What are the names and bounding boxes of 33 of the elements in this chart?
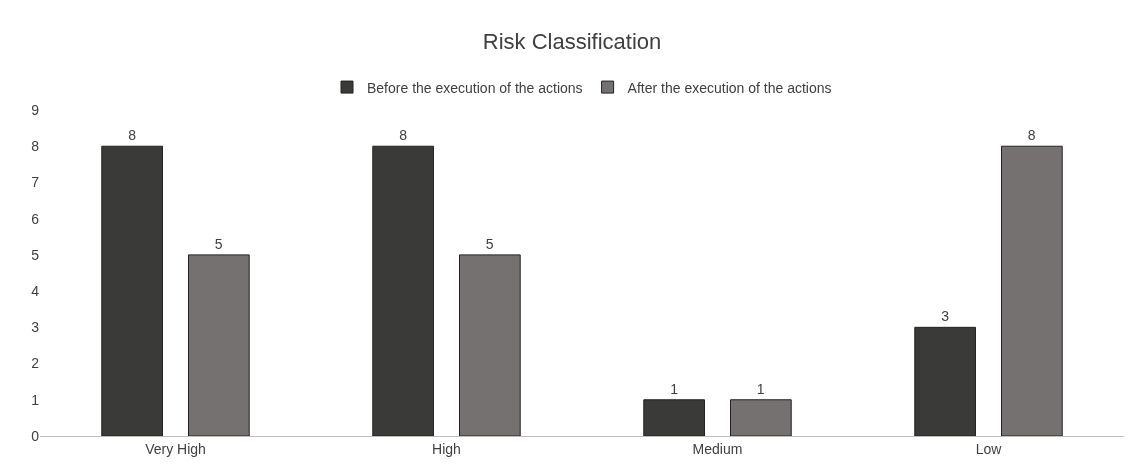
x-tick-label: Medium <box>692 440 743 457</box>
data-label: 8 <box>128 127 137 144</box>
y-tick-label: 3 <box>31 319 40 336</box>
x-tick-label: High <box>432 440 461 457</box>
y-tick-label: 6 <box>31 210 40 227</box>
bar <box>188 254 250 436</box>
legend-label: Before the execution of the actions <box>367 79 583 96</box>
bar <box>730 399 792 436</box>
y-tick-label: 1 <box>31 391 40 408</box>
data-label: 3 <box>941 308 950 325</box>
bar <box>914 326 976 436</box>
x-tick-label: Very High <box>145 440 206 457</box>
data-label: 1 <box>670 380 679 397</box>
y-tick-label: 4 <box>31 283 40 300</box>
bar <box>372 145 434 436</box>
bar <box>1001 145 1063 436</box>
data-label: 1 <box>756 380 765 397</box>
data-label: 5 <box>485 235 494 252</box>
bar <box>459 254 521 436</box>
y-tick-label: 0 <box>31 427 40 444</box>
y-tick-label: 5 <box>31 246 40 263</box>
x-tick-label: Low <box>975 440 1003 457</box>
y-tick-label: 7 <box>31 174 40 191</box>
bar <box>101 145 163 436</box>
y-tick-label: 2 <box>31 355 40 372</box>
y-tick-label: 9 <box>31 101 40 118</box>
y-tick-label: 8 <box>31 138 40 155</box>
data-label: 8 <box>1027 127 1036 144</box>
data-label: 5 <box>214 235 223 252</box>
data-label: 8 <box>399 127 408 144</box>
bar <box>643 399 705 436</box>
chart-title: Risk Classification <box>482 28 662 54</box>
legend-label: After the execution of the actions <box>627 79 832 96</box>
